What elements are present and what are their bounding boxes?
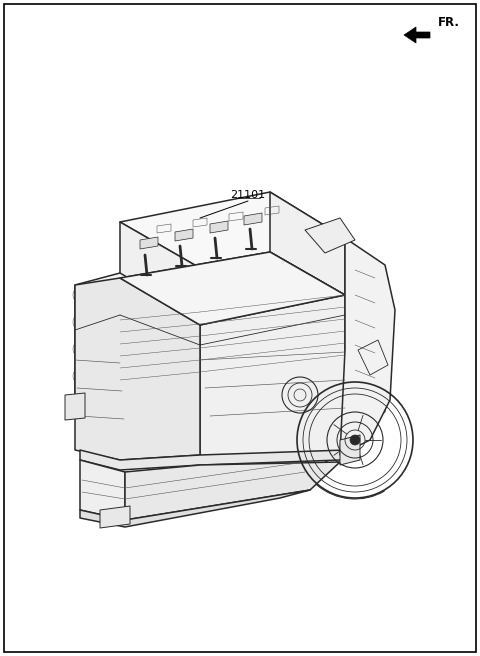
Polygon shape	[80, 460, 125, 520]
Polygon shape	[200, 295, 345, 490]
Polygon shape	[100, 506, 130, 528]
Polygon shape	[340, 238, 395, 455]
Polygon shape	[75, 273, 200, 420]
Circle shape	[350, 435, 360, 445]
Polygon shape	[210, 221, 228, 233]
Polygon shape	[75, 278, 200, 460]
Polygon shape	[80, 490, 310, 527]
Polygon shape	[120, 252, 345, 325]
Polygon shape	[120, 192, 345, 268]
Polygon shape	[140, 237, 158, 249]
Polygon shape	[270, 192, 345, 295]
Polygon shape	[65, 393, 85, 420]
Polygon shape	[244, 213, 262, 225]
Polygon shape	[404, 27, 430, 43]
Polygon shape	[80, 450, 345, 470]
Polygon shape	[305, 218, 355, 253]
Polygon shape	[175, 229, 193, 241]
Text: 21101: 21101	[230, 190, 265, 200]
Polygon shape	[340, 435, 360, 465]
Polygon shape	[120, 252, 345, 325]
Text: FR.: FR.	[438, 16, 460, 28]
Polygon shape	[125, 462, 340, 520]
Polygon shape	[120, 222, 200, 325]
